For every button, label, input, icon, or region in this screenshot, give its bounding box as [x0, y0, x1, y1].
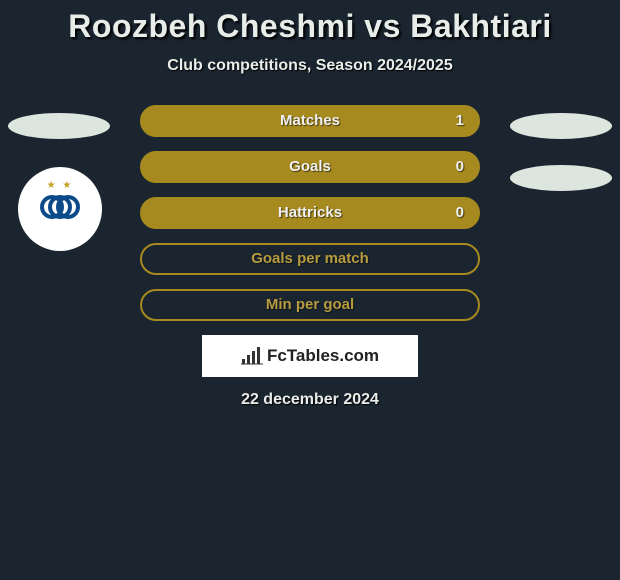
- stat-value: 0: [456, 158, 464, 175]
- stat-pill-hattricks: Hattricks 0: [140, 197, 480, 229]
- club-badge-inner: ★ ★: [31, 180, 89, 238]
- player2-oval-2: [510, 165, 612, 191]
- bars-icon: [241, 346, 263, 366]
- stat-pill-goals-per-match: Goals per match: [140, 243, 480, 275]
- stat-row: Goals 0: [140, 151, 480, 183]
- stat-row: Hattricks 0: [140, 197, 480, 229]
- badge-rings-icon: [39, 191, 81, 227]
- logo-box: FcTables.com: [202, 335, 418, 377]
- stat-row: Goals per match: [140, 243, 480, 275]
- page-subtitle: Club competitions, Season 2024/2025: [0, 57, 620, 75]
- page-title: Roozbeh Cheshmi vs Bakhtiari: [0, 8, 620, 45]
- stat-label: Matches: [142, 112, 478, 129]
- stat-pill-min-per-goal: Min per goal: [140, 289, 480, 321]
- stat-rows: Matches 1 Goals 0 Hattricks 0 Goals per …: [140, 105, 480, 321]
- stats-area: ★ ★ Matches 1 Goals 0: [0, 105, 620, 409]
- stat-label: Goals per match: [142, 250, 478, 267]
- player2-oval-1: [510, 113, 612, 139]
- club-badge: ★ ★: [18, 167, 102, 251]
- logo-text: FcTables.com: [267, 346, 379, 366]
- stat-row: Matches 1: [140, 105, 480, 137]
- stat-label: Hattricks: [142, 204, 478, 221]
- stat-pill-goals: Goals 0: [140, 151, 480, 183]
- date-text: 22 december 2024: [0, 391, 620, 409]
- stat-pill-matches: Matches 1: [140, 105, 480, 137]
- badge-stars-icon: ★ ★: [31, 180, 89, 191]
- stat-value: 0: [456, 204, 464, 221]
- stat-label: Min per goal: [142, 296, 478, 313]
- stat-row: Min per goal: [140, 289, 480, 321]
- stat-label: Goals: [142, 158, 478, 175]
- player1-oval: [8, 113, 110, 139]
- stat-value: 1: [456, 112, 464, 129]
- page-container: Roozbeh Cheshmi vs Bakhtiari Club compet…: [0, 0, 620, 409]
